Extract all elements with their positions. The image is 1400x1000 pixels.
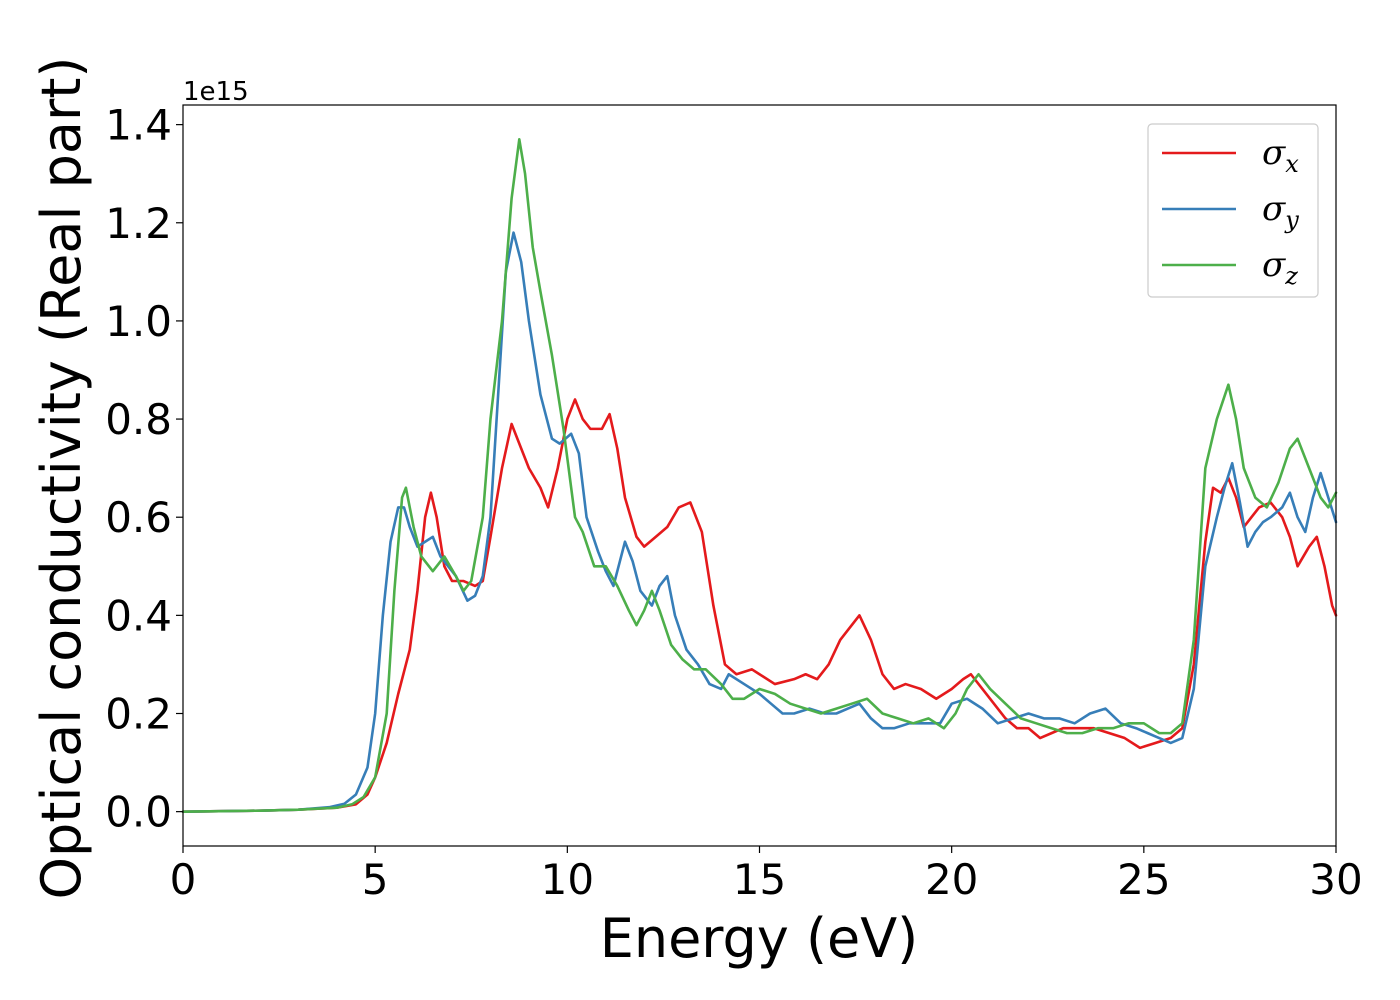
x-tick-label: 20 xyxy=(925,855,978,904)
x-tick-label: 5 xyxy=(362,855,389,904)
y-tick-label: 0.2 xyxy=(105,690,172,739)
y-tick-label: 0.0 xyxy=(105,788,172,837)
y-tick-label: 0.4 xyxy=(105,591,172,640)
x-tick-label: 15 xyxy=(733,855,786,904)
x-axis-label: Energy (eV) xyxy=(600,907,919,970)
legend-subscript: z xyxy=(1284,262,1298,290)
y-tick-label: 0.6 xyxy=(105,493,172,542)
y-tick-label: 1.0 xyxy=(105,297,172,346)
series-line-x xyxy=(181,398,1338,813)
y-axis-label: Optical conductivity (Real part) xyxy=(30,57,93,900)
x-axis-ticks: 0 5 10 15 20 25 30 xyxy=(170,846,1363,904)
legend-subscript: x xyxy=(1285,150,1299,178)
x-tick-label: 10 xyxy=(541,855,594,904)
plot-lines xyxy=(181,138,1338,813)
series-line-y xyxy=(181,231,1338,813)
x-tick-label: 30 xyxy=(1309,855,1362,904)
x-tick-label: 0 xyxy=(170,855,197,904)
y-axis-ticks: 0.0 0.2 0.4 0.6 0.8 1.0 1.2 1.4 xyxy=(105,101,183,837)
y-tick-label: 0.8 xyxy=(105,395,172,444)
y-tick-label: 1.4 xyxy=(105,101,172,150)
y-offset-label: 1e15 xyxy=(183,77,249,107)
x-tick-label: 25 xyxy=(1117,855,1170,904)
y-tick-label: 1.2 xyxy=(105,199,172,248)
legend-box xyxy=(1147,123,1319,298)
series-line-z xyxy=(181,138,1338,813)
legend-subscript: y xyxy=(1284,206,1299,234)
